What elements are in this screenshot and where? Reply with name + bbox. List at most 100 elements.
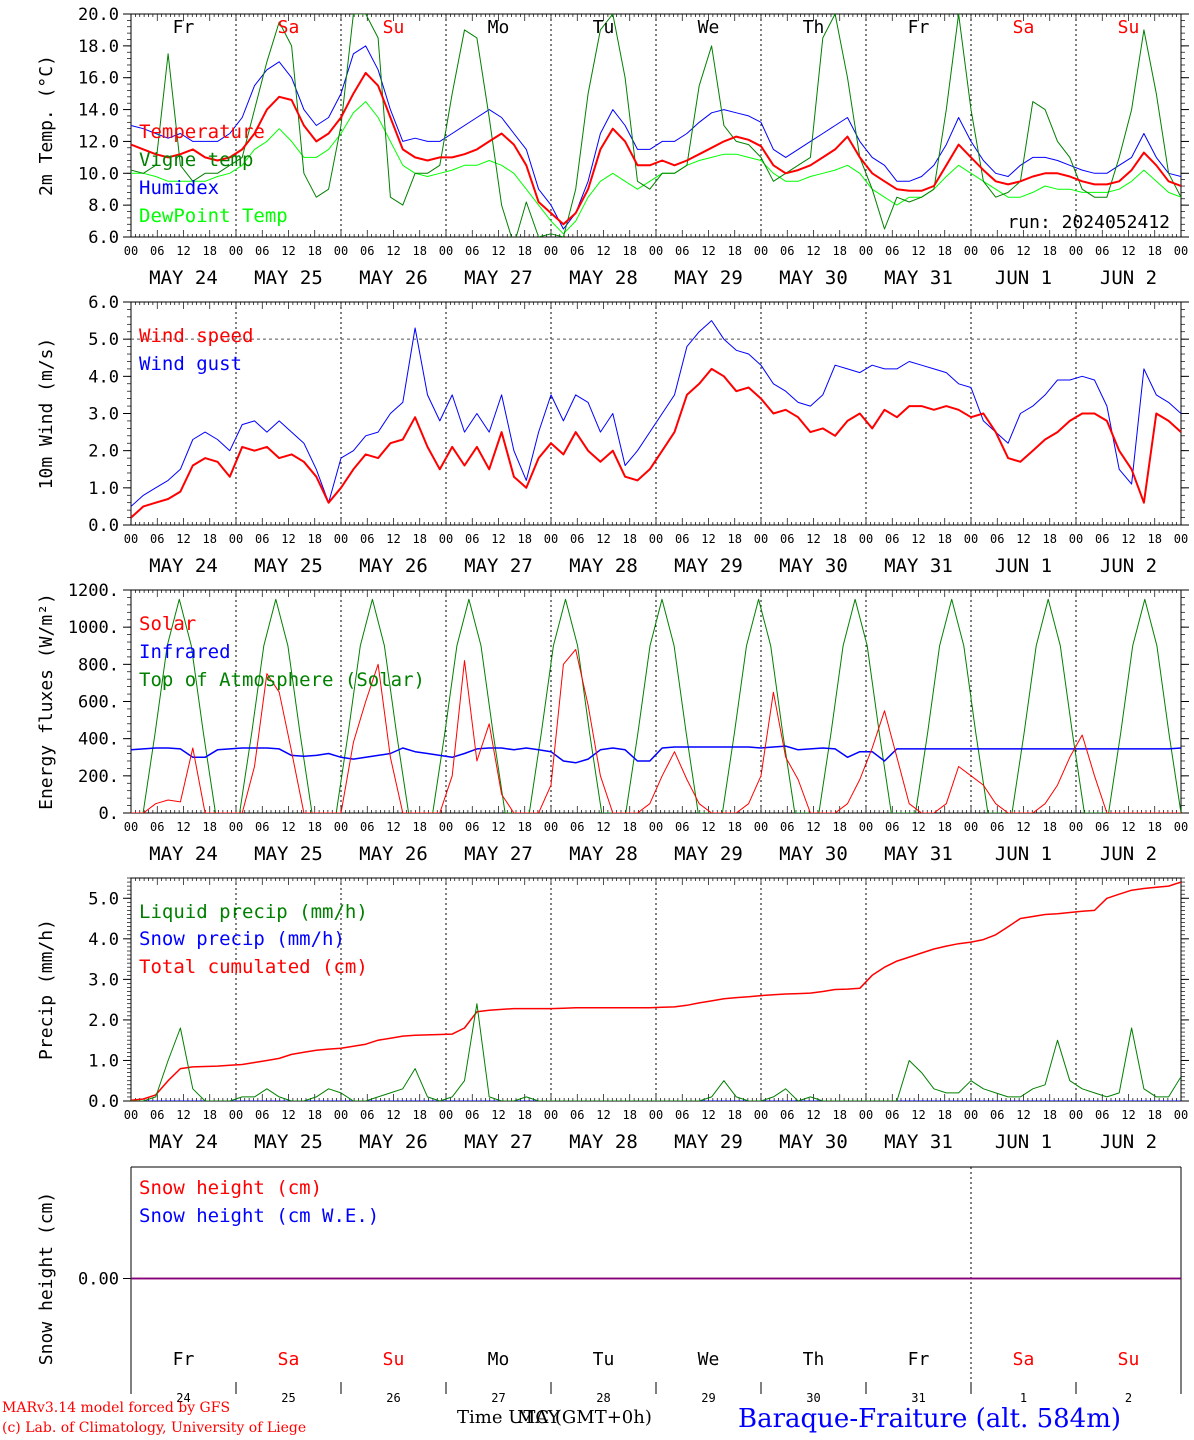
date-label: JUN 2 <box>1100 1131 1157 1153</box>
hour-tick-label: 06 <box>885 532 899 546</box>
hour-tick-label: 00 <box>649 1108 663 1122</box>
hour-tick-label: 06 <box>570 244 584 258</box>
hour-tick-label: 18 <box>728 532 742 546</box>
date-label: MAY 25 <box>254 555 323 577</box>
hour-tick-label: 12 <box>491 820 505 834</box>
weekday-label: Sa <box>278 1349 300 1370</box>
hour-tick-label: 06 <box>780 820 794 834</box>
hour-tick-label: 18 <box>1043 1108 1057 1122</box>
hour-tick-label: 06 <box>885 1108 899 1122</box>
hour-tick-label: 18 <box>203 244 217 258</box>
hour-tick-label: 18 <box>938 244 952 258</box>
date-label: MAY 29 <box>674 1131 743 1153</box>
hour-tick-label: 18 <box>1043 820 1057 834</box>
y-tick-label: 6.0 <box>88 293 119 313</box>
hour-tick-label: 18 <box>623 820 637 834</box>
y-axis-label: Energy fluxes (W/m²) <box>36 593 57 810</box>
hour-tick-label: 00 <box>1069 820 1083 834</box>
date-label: MAY 27 <box>464 555 533 577</box>
hour-tick-label: 12 <box>1121 244 1135 258</box>
hour-tick-label: 12 <box>176 532 190 546</box>
hour-tick-label: 00 <box>334 532 348 546</box>
weekday-label: Th <box>803 1349 825 1370</box>
legend-entry: Top of Atmosphere (Solar) <box>139 669 425 691</box>
hour-tick-label: 18 <box>833 244 847 258</box>
hour-tick-label: 12 <box>1016 532 1030 546</box>
hour-tick-label: 06 <box>885 244 899 258</box>
hour-tick-label: 12 <box>1121 820 1135 834</box>
date-label: MAY 26 <box>359 1131 428 1153</box>
hour-tick-label: 06 <box>1095 820 1109 834</box>
weekday-label: Fr <box>908 1349 930 1370</box>
hour-tick-label: 12 <box>386 244 400 258</box>
hour-tick-label: 18 <box>833 820 847 834</box>
hour-tick-label: 00 <box>754 532 768 546</box>
hour-tick-label: 00 <box>859 820 873 834</box>
time-axis-label: Time UTC (GMT+0h) <box>457 1407 652 1428</box>
hour-tick-label: 18 <box>518 1108 532 1122</box>
date-label: MAY 28 <box>569 843 638 865</box>
hour-tick-label: 06 <box>1095 532 1109 546</box>
hour-tick-label: 12 <box>596 244 610 258</box>
weekday-label: Sa <box>278 17 300 38</box>
hour-tick-label: 06 <box>1095 244 1109 258</box>
hour-tick-label: 00 <box>124 244 138 258</box>
series-line-humidex <box>131 45 1181 230</box>
weekday-label: Tu <box>593 1349 615 1370</box>
date-label: MAY 24 <box>149 1131 218 1153</box>
hour-tick-label: 00 <box>1174 532 1188 546</box>
hour-tick-label: 12 <box>176 820 190 834</box>
hour-tick-label: 00 <box>124 532 138 546</box>
panel-1: 00 06 12 18 00 06 12 18 00 06 12 18 00 06 12 18 00 06 12 18… <box>36 5 1189 289</box>
hour-tick-label: 12 <box>806 532 820 546</box>
hour-tick-label: 06 <box>150 532 164 546</box>
date-label: MAY 30 <box>779 843 848 865</box>
hour-tick-label: 00 <box>754 820 768 834</box>
hour-tick-label: 00 <box>964 820 978 834</box>
hour-tick-label: 06 <box>255 1108 269 1122</box>
hour-tick-label: 18 <box>938 820 952 834</box>
hour-tick-label: 00 <box>439 1108 453 1122</box>
weekday-label: Su <box>1118 17 1140 38</box>
date-label: MAY 31 <box>884 267 953 289</box>
date-label: MAY 31 <box>884 843 953 865</box>
y-tick-label: 1000. <box>68 618 119 638</box>
series-line-infrared <box>131 745 1181 764</box>
panel-2: 00 06 12 18 00 06 12 18 00 06 12 18 00 06 12 18 00 06 12 18… <box>36 293 1189 577</box>
y-tick-label: 10.0 <box>78 164 119 184</box>
hour-tick-label: 12 <box>806 244 820 258</box>
hour-tick-label: 06 <box>465 244 479 258</box>
hour-tick-label: 06 <box>990 820 1004 834</box>
hour-tick-label: 00 <box>649 244 663 258</box>
weekday-label: Fr <box>173 1349 195 1370</box>
hour-tick-label: 12 <box>701 244 715 258</box>
date-label: MAY 24 <box>149 843 218 865</box>
date-label: JUN 1 <box>995 843 1052 865</box>
hour-tick-label: 00 <box>229 244 243 258</box>
hour-tick-label: 00 <box>124 1108 138 1122</box>
hour-tick-label: 18 <box>308 1108 322 1122</box>
y-tick-label: 12.0 <box>78 132 119 152</box>
hour-tick-label: 12 <box>176 244 190 258</box>
series-line-dewpoint-temp <box>131 101 1181 235</box>
series-line-temperature <box>131 71 1181 226</box>
hour-tick-label: 18 <box>938 532 952 546</box>
hour-tick-label: 12 <box>1121 1108 1135 1122</box>
hour-tick-label: 06 <box>150 244 164 258</box>
hour-tick-label: 00 <box>229 820 243 834</box>
y-tick-label: 4.0 <box>88 367 119 387</box>
hour-tick-label: 18 <box>413 532 427 546</box>
day-number-label: 27 <box>491 1391 505 1405</box>
hour-tick-label: 12 <box>911 1108 925 1122</box>
hour-tick-label: 06 <box>675 820 689 834</box>
weekday-label: We <box>698 17 720 38</box>
series-group <box>131 881 1181 1101</box>
y-axis-label: Precip (mm/h) <box>36 919 57 1060</box>
y-axis-label: 2m Temp. (°C) <box>36 55 57 196</box>
hour-tick-label: 12 <box>491 244 505 258</box>
y-tick-label: 5.0 <box>88 889 119 909</box>
y-tick-label: 0.0 <box>88 1092 119 1112</box>
y-tick-label: 16.0 <box>78 69 119 89</box>
hour-tick-label: 06 <box>570 1108 584 1122</box>
hour-tick-label: 12 <box>701 820 715 834</box>
